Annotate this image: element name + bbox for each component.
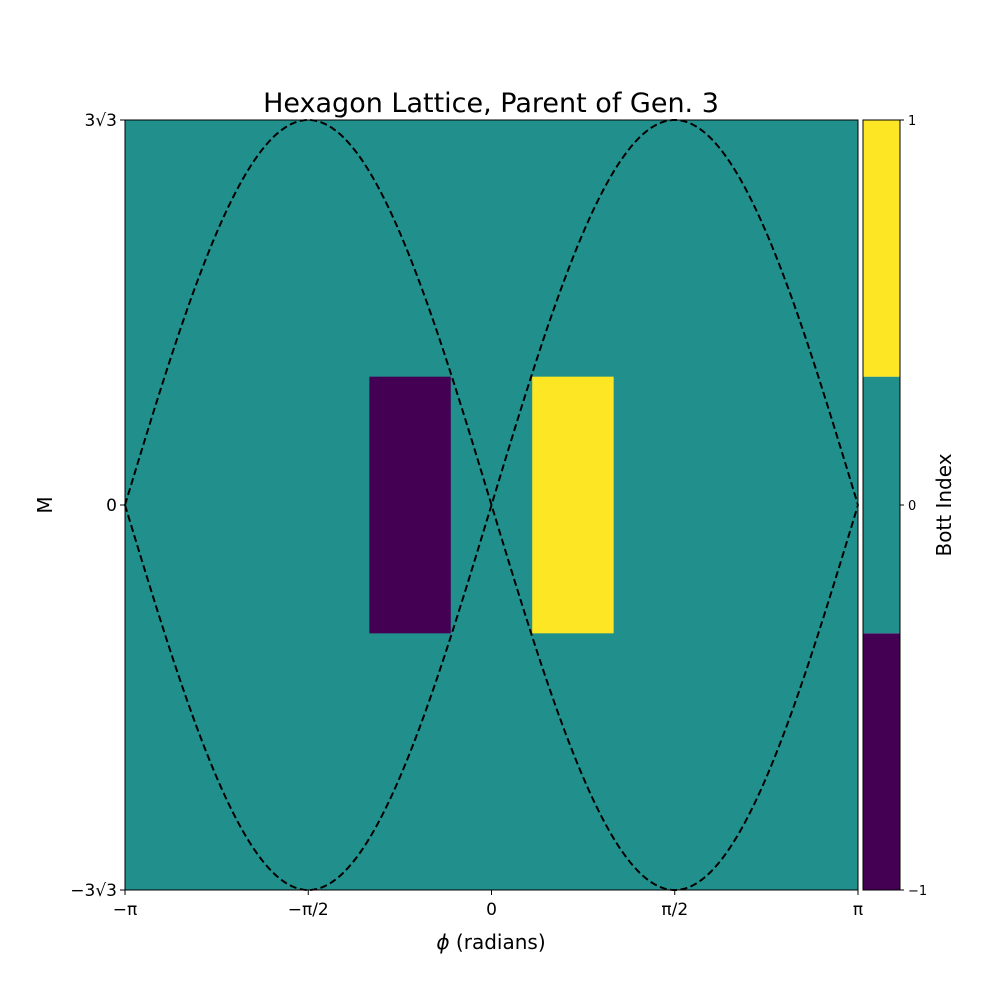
x-tick-label: −π [113, 900, 137, 920]
chart-title: Hexagon Lattice, Parent of Gen. 3 [263, 88, 719, 119]
colorbar-tick-label: 0 [908, 499, 916, 514]
phase-boundary-curve-2 [124, 118, 859, 892]
y-tick-label: −3√3 [70, 881, 117, 901]
colorbar-label: Bott Index [932, 453, 956, 556]
colorbar-tick-label: 1 [908, 114, 916, 129]
y-tick-label: 3√3 [85, 111, 117, 131]
plot-area [124, 118, 859, 892]
x-tick-label: −π/2 [288, 900, 329, 920]
y-axis-ticks: −3√3 0 3√3 [70, 111, 125, 901]
heatmap-region-positive [532, 376, 614, 634]
colorbar: −1 0 1 [862, 114, 927, 899]
x-axis-ticks: −π −π/2 0 π/2 π [113, 890, 863, 920]
x-axis-label: ϕ (radians) [436, 930, 545, 954]
colorbar-tick-label: −1 [908, 884, 927, 899]
colorbar-segment [863, 120, 900, 377]
x-tick-label: π/2 [661, 900, 688, 920]
heatmap-region-negative [369, 376, 451, 634]
x-tick-label: 0 [486, 900, 497, 920]
y-axis-label: M [33, 496, 57, 513]
x-tick-label: π [853, 900, 863, 920]
colorbar-segment [863, 633, 900, 890]
colorbar-segment [863, 376, 900, 634]
y-tick-label: 0 [106, 496, 117, 516]
